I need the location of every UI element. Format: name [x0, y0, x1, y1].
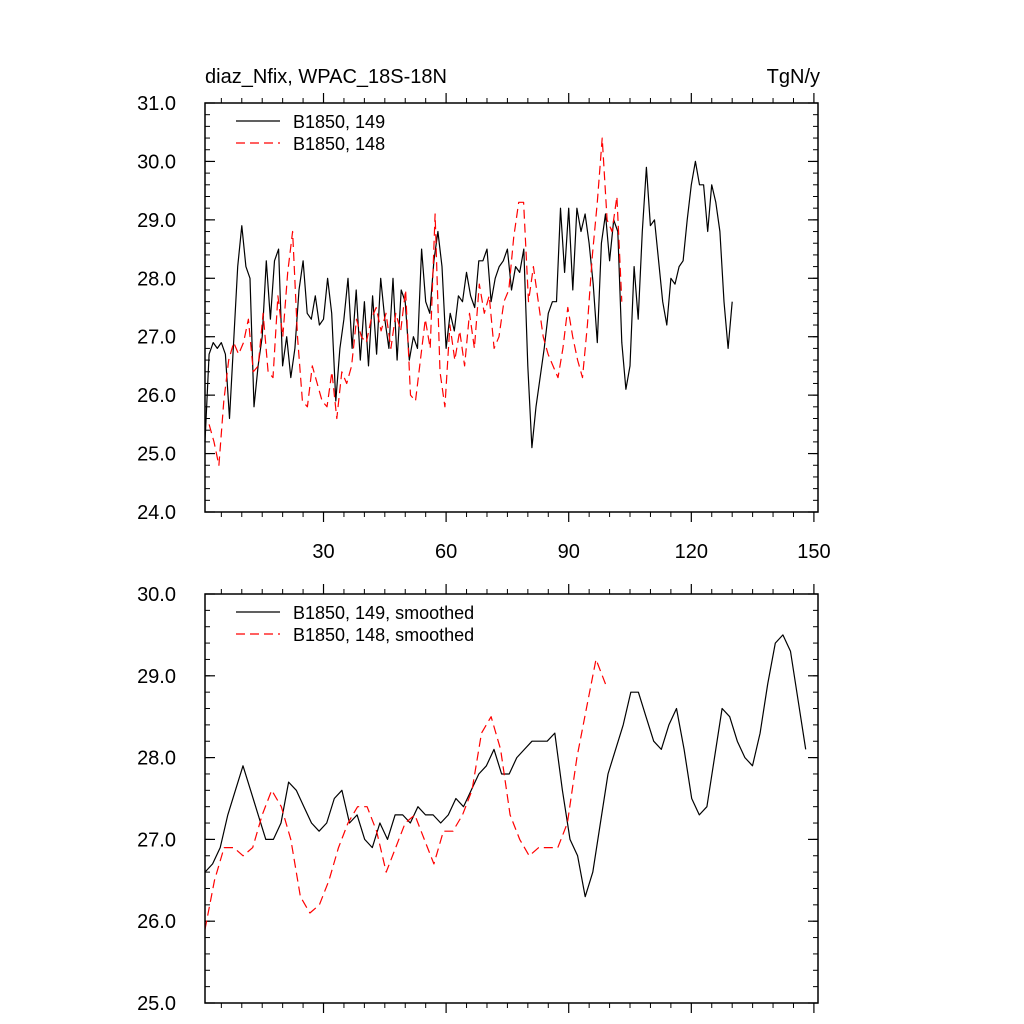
bottom-axis-ticks: 25.0 26.0 27.0 28.0 29.0 30.0 — [137, 584, 818, 1015]
legend-label: B1850, 148, smoothed — [293, 625, 474, 645]
y-tick-label: 24.0 — [137, 502, 176, 524]
units-label: TgN/y — [767, 66, 820, 88]
x-tick-label: 120 — [675, 541, 708, 563]
series-line-b1850-148 — [208, 137, 623, 466]
series-line-b1850-148 — [204, 658, 607, 930]
y-tick-label: 25.0 — [137, 993, 176, 1015]
x-tick-label: 30 — [312, 541, 334, 563]
y-tick-label: 28.0 — [137, 748, 176, 770]
series-line-b1850-149 — [204, 160, 733, 449]
y-tick-label: 29.0 — [137, 210, 176, 232]
bottom-plot-frame — [204, 593, 819, 1004]
legend-label: B1850, 149, smoothed — [293, 603, 474, 623]
y-tick-label: 27.0 — [137, 829, 176, 851]
y-tick-label: 25.0 — [137, 444, 176, 466]
chart-title: diaz_Nfix, WPAC_18S-18N — [205, 66, 447, 88]
x-tick-label: 90 — [558, 541, 580, 563]
bottom-panel: 25.0 26.0 27.0 28.0 29.0 30.0 B1850, 149, smo… — [137, 584, 819, 1015]
x-tick-label: 150 — [797, 541, 830, 563]
y-tick-label: 30.0 — [137, 151, 176, 173]
y-tick-label: 29.0 — [137, 666, 176, 688]
top-axis-ticks: 24.0 25.0 26.0 27.0 28.0 29.0 30.0 31.0 30 60 90 12… — [137, 93, 831, 563]
legend-label: B1850, 149 — [293, 112, 385, 132]
y-tick-label: 30.0 — [137, 584, 176, 606]
bottom-series-group — [204, 634, 807, 930]
y-tick-label: 31.0 — [137, 93, 176, 115]
y-tick-label: 27.0 — [137, 327, 176, 349]
top-series-group — [204, 137, 733, 466]
y-tick-label: 26.0 — [137, 911, 176, 933]
top-panel: diaz_Nfix, WPAC_18S-18N TgN/y 24.0 25.0 26… — [137, 66, 831, 563]
y-tick-label: 28.0 — [137, 268, 176, 290]
series-line-b1850-149 — [204, 634, 807, 898]
legend-label: B1850, 148 — [293, 134, 385, 154]
y-tick-label: 26.0 — [137, 385, 176, 407]
x-tick-label: 60 — [435, 541, 457, 563]
top-plot-frame — [204, 102, 819, 513]
